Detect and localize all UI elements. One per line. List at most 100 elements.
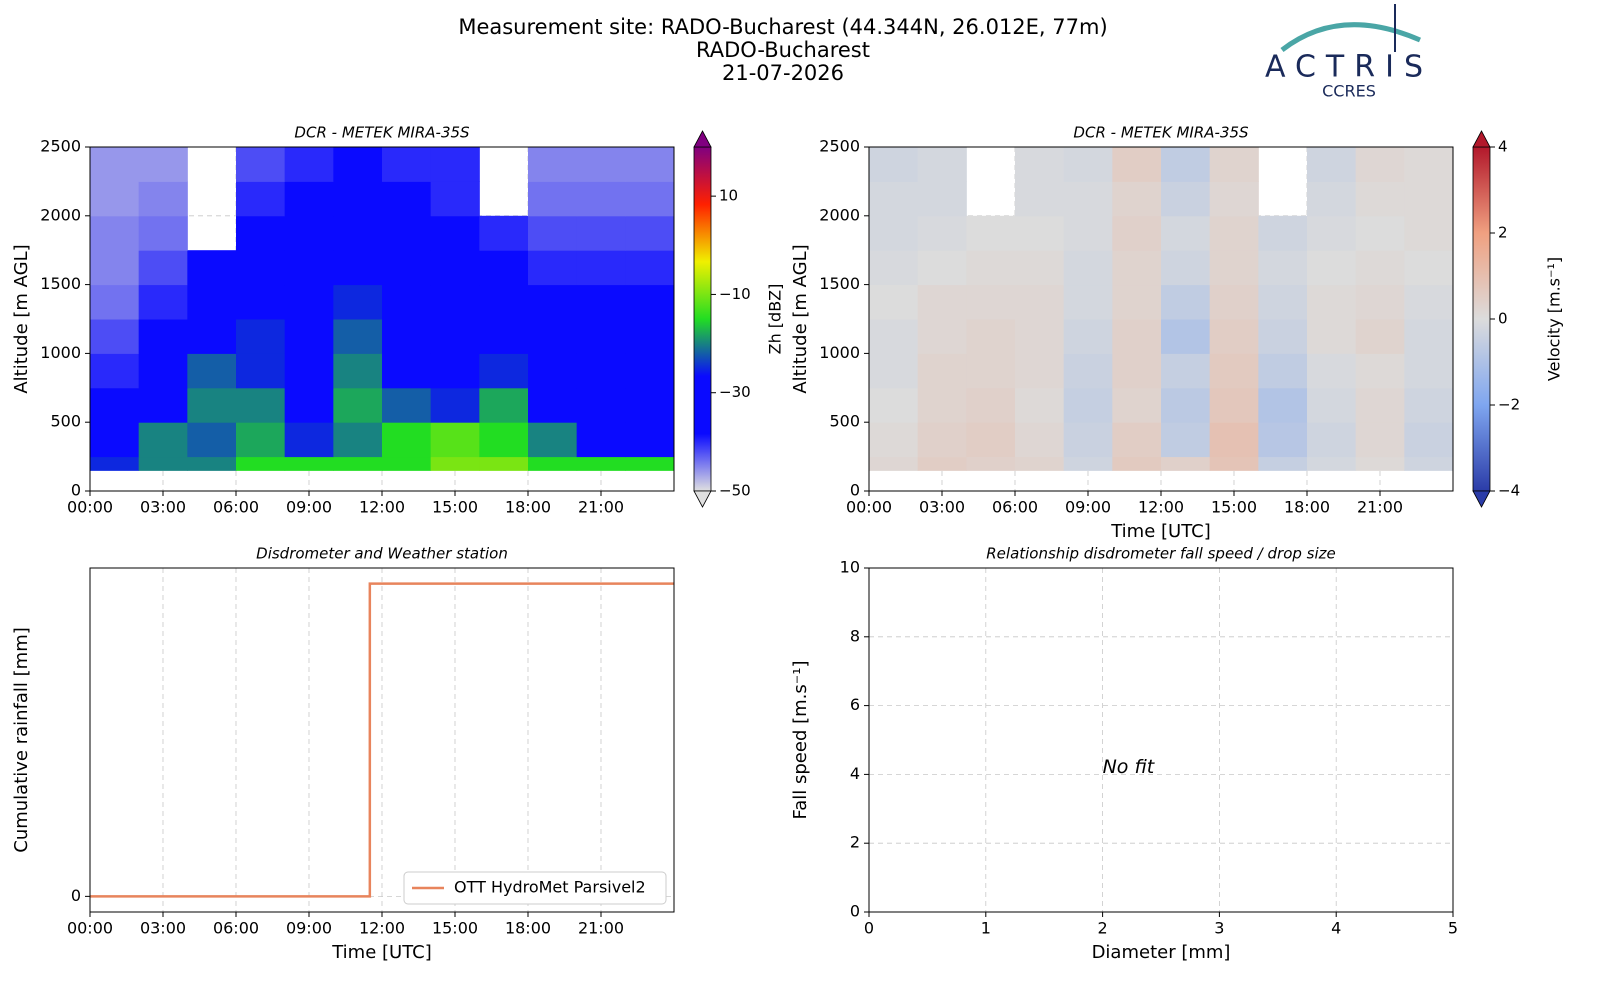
heatmap-cell: [479, 250, 529, 286]
heatmap-cell: [1209, 181, 1259, 217]
heatmap-cell: [138, 353, 188, 389]
heatmap-cell: [1258, 422, 1308, 458]
heatmap-cell: [576, 250, 626, 286]
y-axis-label: Fall speed [m.s⁻¹]: [790, 661, 811, 820]
y-tick-label: 2000: [40, 205, 81, 224]
colorbar-label: Velocity [m.s⁻¹]: [1545, 257, 1564, 381]
x-tick-label: 00:00: [67, 919, 113, 938]
heatmap-cell: [1063, 456, 1113, 471]
panel: DCR - METEK MIRA-35S −50 −30 −10 10 Zh [dBZ] 0…: [11, 124, 785, 517]
x-tick-label: 21:00: [1357, 498, 1403, 517]
heatmap-cell: [1063, 250, 1113, 286]
x-tick-label: 15:00: [1211, 498, 1257, 517]
heatmap-cell: [236, 147, 286, 182]
heatmap-cell: [1258, 319, 1308, 354]
heatmap-cell: [1307, 387, 1357, 423]
heatmap-cell: [1307, 319, 1357, 354]
heatmap-cell: [430, 250, 480, 286]
heatmap-cell: [528, 250, 578, 286]
heatmap-cell: [917, 422, 967, 458]
heatmap-cell: [966, 319, 1016, 354]
heatmap-cell: [1112, 319, 1162, 354]
heatmap-cell: [1404, 147, 1454, 182]
y-tick-label: 1000: [40, 343, 81, 362]
heatmap-cell: [917, 319, 967, 354]
y-tick-label: 0: [850, 902, 860, 921]
heatmap-cell: [382, 422, 432, 458]
heatmap-cell: [917, 215, 967, 251]
y-tick-label: 2000: [819, 205, 860, 224]
x-tick-label: 03:00: [140, 498, 186, 517]
plot-area: [868, 146, 1454, 492]
heatmap-cell: [382, 181, 432, 217]
heatmap-cell: [382, 456, 432, 471]
y-tick-label: 1500: [40, 274, 81, 293]
heatmap-cell: [1063, 353, 1113, 389]
heatmap-cell: [1209, 353, 1259, 389]
y-tick-label: 1000: [819, 343, 860, 362]
heatmap-cell: [187, 456, 237, 471]
heatmap-cell: [187, 422, 237, 458]
annotation: No fit: [1103, 756, 1156, 778]
heatmap-cell: [1209, 147, 1259, 182]
heatmap-cell: [382, 353, 432, 389]
heatmap-cell: [1307, 147, 1357, 182]
heatmap-cell: [1258, 284, 1308, 320]
heatmap-cell: [869, 250, 919, 286]
heatmap-cell: [1307, 353, 1357, 389]
heatmap-cell: [430, 353, 480, 389]
heatmap-cell: [1112, 181, 1162, 217]
header-date: 21-07-2026: [722, 61, 844, 85]
heatmap-cell: [333, 422, 383, 458]
heatmap-cell: [138, 215, 188, 251]
heatmap-cell: [528, 147, 578, 182]
heatmap-cell: [576, 319, 626, 354]
heatmap-cell: [1404, 353, 1454, 389]
heatmap-cell: [284, 147, 334, 182]
header-subtitle: RADO-Bucharest: [696, 38, 870, 62]
heatmap-cell: [869, 387, 919, 423]
heatmap-cell: [1161, 319, 1211, 354]
heatmap-cell: [1015, 422, 1065, 458]
heatmap-cell: [284, 284, 334, 320]
heatmap-cell: [236, 422, 286, 458]
y-tick-label: 1500: [819, 274, 860, 293]
y-tick-label: 2500: [819, 137, 860, 156]
y-tick-label: 2: [850, 833, 860, 852]
heatmap-cell: [1307, 250, 1357, 286]
heatmap-cell: [1209, 215, 1259, 251]
heatmap-cell: [1015, 353, 1065, 389]
heatmap-cell: [869, 147, 919, 182]
heatmap-cell: [1063, 319, 1113, 354]
heatmap-cell: [284, 353, 334, 389]
heatmap-cell: [236, 284, 286, 320]
heatmap-cell: [333, 181, 383, 217]
colorbar-tick-label: −50: [719, 482, 751, 500]
heatmap-cell: [1355, 147, 1405, 182]
heatmap-cell: [333, 147, 383, 182]
header-title: Measurement site: RADO-Bucharest (44.344…: [458, 15, 1107, 39]
heatmap-cell: [966, 387, 1016, 423]
heatmap-cell: [576, 456, 626, 471]
heatmap-cell: [966, 422, 1016, 458]
heatmap-cell: [528, 422, 578, 458]
y-tick-label: 500: [829, 412, 860, 431]
heatmap-cell: [1355, 387, 1405, 423]
heatmap-cell: [284, 456, 334, 471]
heatmap-cell: [1161, 284, 1211, 320]
heatmap-cell: [333, 387, 383, 423]
legend-label: OTT HydroMet Parsivel2: [454, 878, 646, 897]
x-tick-label: 5: [1448, 919, 1458, 938]
x-axis-label: Time [UTC]: [331, 942, 432, 963]
heatmap-cell: [430, 319, 480, 354]
heatmap-cell: [1209, 250, 1259, 286]
heatmap-cell: [90, 422, 140, 458]
heatmap-cell: [333, 284, 383, 320]
heatmap-cell: [576, 387, 626, 423]
heatmap-cell: [1209, 422, 1259, 458]
heatmap-cell: [430, 456, 480, 471]
heatmap-cell: [187, 353, 237, 389]
heatmap-cell: [1355, 353, 1405, 389]
colorbar-extend-top: [1472, 130, 1491, 148]
